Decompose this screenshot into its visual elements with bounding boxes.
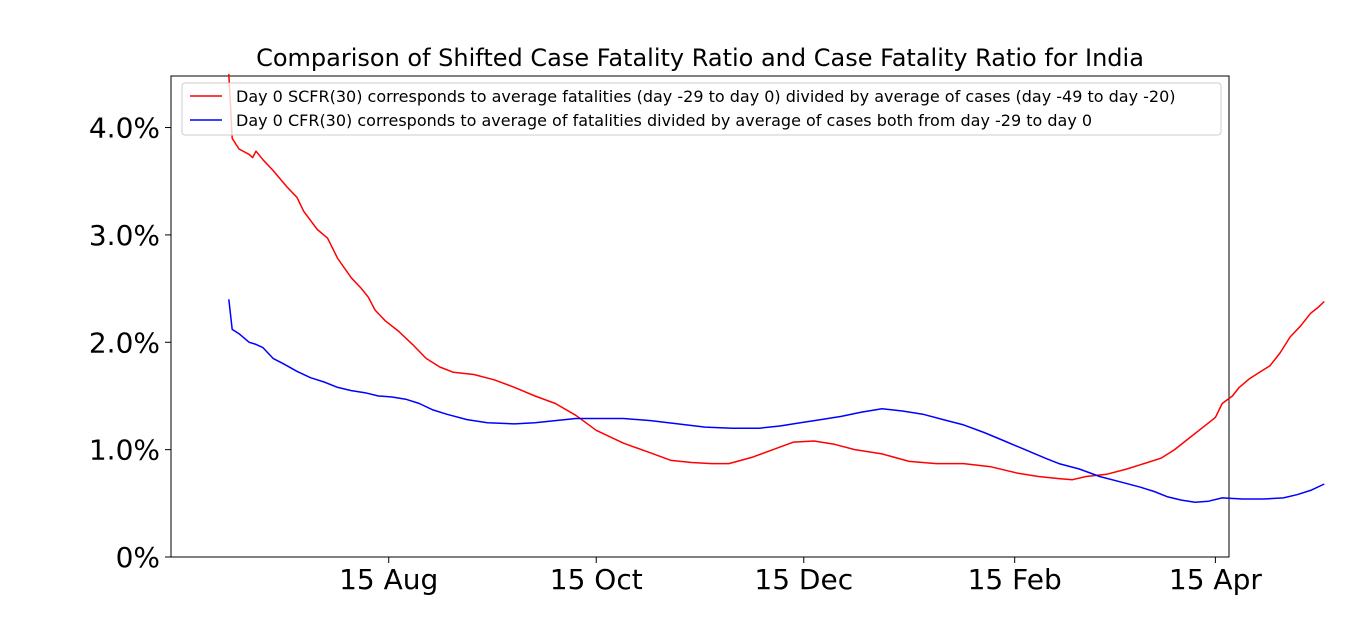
x-tick-label: 15 Apr (1169, 563, 1262, 596)
legend-label-scfr: Day 0 SCFR(30) corresponds to average fa… (236, 87, 1176, 106)
y-tick-label: 3.0% (89, 219, 160, 252)
x-axis: 15 Aug 15 Oct 15 Dec 15 Feb 15 Apr (339, 557, 1262, 596)
x-tick-label: 15 Aug (339, 563, 438, 596)
series-line-scfr (228, 73, 1325, 481)
x-tick-label: 15 Oct (550, 563, 643, 596)
series-layer (228, 73, 1325, 503)
y-tick-label: 0% (116, 541, 160, 574)
y-tick-label: 4.0% (89, 112, 160, 145)
y-axis: 0% 1.0% 2.0% 3.0% 4.0% (89, 112, 171, 574)
x-tick-label: 15 Feb (968, 563, 1062, 596)
legend-box (181, 82, 1222, 136)
y-tick-label: 1.0% (89, 434, 160, 467)
series-line-cfr (228, 299, 1325, 503)
legend: Day 0 SCFR(30) corresponds to average fa… (181, 82, 1222, 136)
x-tick-label: 15 Dec (754, 563, 853, 596)
legend-label-cfr: Day 0 CFR(30) corresponds to average of … (236, 111, 1092, 130)
y-tick-label: 2.0% (89, 326, 160, 359)
chart-title: Comparison of Shifted Case Fatality Rati… (256, 44, 1144, 72)
plot-area-frame (170, 75, 1230, 558)
